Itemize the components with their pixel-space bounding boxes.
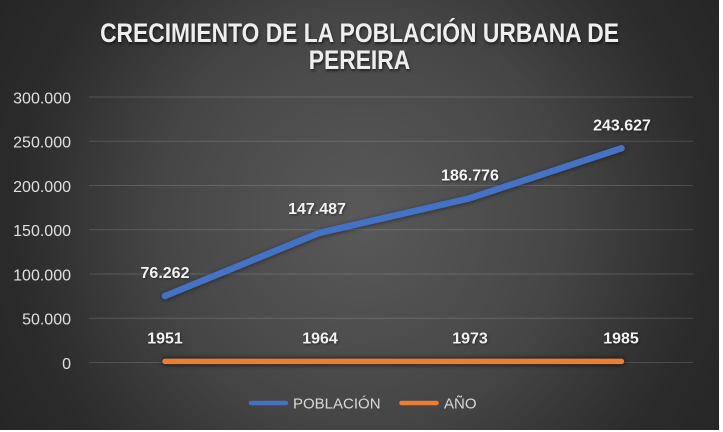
svg-text:1964: 1964 (302, 330, 338, 347)
svg-text:50.000: 50.000 (22, 312, 71, 329)
svg-text:243.627: 243.627 (593, 117, 651, 134)
svg-text:147.487: 147.487 (288, 201, 346, 218)
svg-text:186.776: 186.776 (441, 168, 499, 185)
svg-text:0: 0 (62, 356, 71, 373)
svg-text:1985: 1985 (603, 330, 639, 347)
svg-text:1951: 1951 (147, 330, 183, 347)
svg-text:150.000: 150.000 (13, 223, 71, 240)
svg-text:300.000: 300.000 (13, 90, 71, 107)
svg-text:200.000: 200.000 (13, 179, 71, 196)
svg-text:POBLACIÓN: POBLACIÓN (293, 396, 381, 413)
svg-text:76.262: 76.262 (141, 265, 190, 282)
svg-text:250.000: 250.000 (13, 135, 71, 152)
svg-text:1973: 1973 (452, 330, 488, 347)
svg-text:100.000: 100.000 (13, 267, 71, 284)
svg-text:AÑO: AÑO (444, 396, 477, 413)
